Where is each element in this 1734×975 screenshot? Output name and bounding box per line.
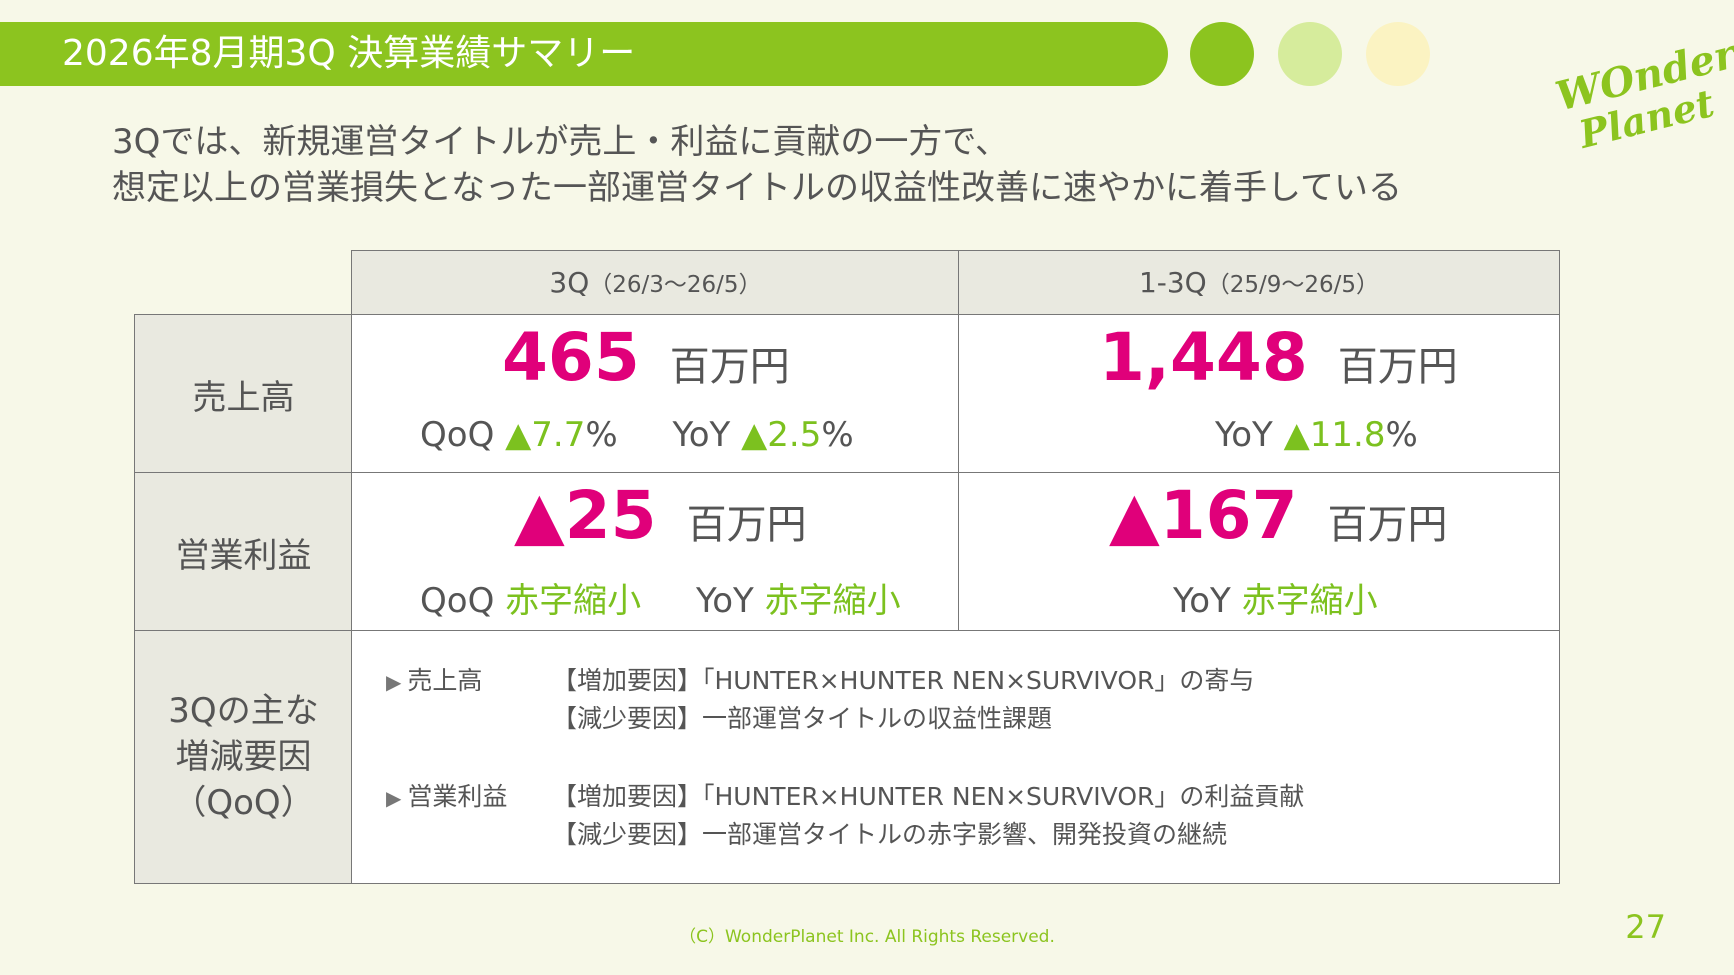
copyright: （C）WonderPlanet Inc. All Rights Reserved… xyxy=(679,927,1055,947)
op-3q-qoq-value: 赤字縮小 xyxy=(505,581,642,621)
factor-sales-decrease: 【減少要因】一部運営タイトルの収益性課題 xyxy=(552,704,1053,733)
lead-line-2: 想定以上の営業損失となった一部運営タイトルの収益性改善に速やかに着手している xyxy=(112,168,1402,208)
op-1-3q-change: YoY 赤字縮小 xyxy=(1173,573,1378,622)
sales-3q-qoq-label: QoQ xyxy=(420,415,495,455)
decor-dot-green xyxy=(1190,22,1254,86)
sales-3q-yoy-pct: % xyxy=(821,415,854,455)
factor-op-decrease: 【減少要因】一部運営タイトルの赤字影響、開発投資の継続 xyxy=(552,820,1228,849)
op-3q-unit: 百万円 xyxy=(686,502,807,548)
sales-1-3q-yoy-value: ▲11.8 xyxy=(1283,415,1386,455)
factors-label-line1: 3Qの主な xyxy=(168,691,319,731)
factor-sales-increase: 【増加要因】「HUNTER×HUNTER NEN×SURVIVOR」の寄与 xyxy=(552,666,1255,695)
sales-3q-yoy-value: ▲2.5 xyxy=(741,415,822,455)
op-3q-qoq-label: QoQ xyxy=(420,581,495,621)
factors-label-line2: 増減要因 xyxy=(175,737,312,777)
cell-sales-1-3q: 1,448 百万円 YoY ▲11.8% xyxy=(958,314,1560,474)
sales-3q-yoy-label: YoY xyxy=(672,415,731,455)
sales-3q-qoq-value: ▲7.7 xyxy=(505,415,586,455)
header-3q-period: （26/3〜26/5） xyxy=(589,272,762,298)
triangle-right-icon: ▶ xyxy=(386,786,402,810)
row-label-sales-text: 売上高 xyxy=(192,377,295,418)
op-1-3q-value: ▲167 xyxy=(1109,477,1298,554)
header-1-3q-main: 1-3Q xyxy=(1138,266,1207,299)
op-3q-yoy-value: 赤字縮小 xyxy=(764,581,901,621)
header-1-3q: 1-3Q（25/9〜26/5） xyxy=(958,250,1560,316)
lead-line-1: 3Qでは、新規運営タイトルが売上・利益に貢献の一方で、 xyxy=(112,122,1010,162)
op-3q-figure: ▲25 百万円 xyxy=(514,477,807,554)
op-3q-yoy-label: YoY xyxy=(695,581,754,621)
sales-1-3q-value: 1,448 xyxy=(1099,319,1308,396)
factors-label-line3: （QoQ） xyxy=(172,783,315,823)
decor-dot-light-green xyxy=(1278,22,1342,86)
sales-3q-change: QoQ ▲7.7% YoY ▲2.5% xyxy=(420,415,854,455)
sales-1-3q-yoy-label: YoY xyxy=(1215,415,1273,455)
header-1-3q-period: （25/9〜26/5） xyxy=(1206,272,1380,298)
op-1-3q-figure: ▲167 百万円 xyxy=(1109,477,1448,554)
wonderplanet-logo: WOnder Planet xyxy=(1548,31,1734,157)
op-1-3q-yoy-value: 赤字縮小 xyxy=(1241,581,1378,621)
factor-sales-label: 売上高 xyxy=(407,666,483,695)
header-3q: 3Q（26/3〜26/5） xyxy=(351,250,960,316)
op-3q-change: QoQ 赤字縮小 YoY 赤字縮小 xyxy=(420,573,901,622)
sales-1-3q-yoy-pct: % xyxy=(1385,415,1418,455)
sales-1-3q-unit: 百万円 xyxy=(1337,344,1458,390)
sales-3q-value: 465 xyxy=(502,319,640,396)
decor-dot-yellow xyxy=(1366,22,1430,86)
factor-op-increase: 【増加要因】「HUNTER×HUNTER NEN×SURVIVOR」の利益貢献 xyxy=(552,782,1305,811)
slide-title: 2026年8月期3Q 決算業績サマリー xyxy=(62,33,636,74)
header-3q-main: 3Q xyxy=(549,266,590,299)
sales-3q-figure: 465 百万円 xyxy=(502,319,790,396)
factor-sales-heading: ▶ 売上高 xyxy=(386,661,482,697)
op-1-3q-yoy-label: YoY xyxy=(1173,581,1231,621)
cell-factors: ▶ 売上高 【増加要因】「HUNTER×HUNTER NEN×SURVIVOR」の… xyxy=(351,630,1560,884)
cell-sales-3q: 465 百万円 QoQ ▲7.7% YoY ▲2.5% xyxy=(351,314,960,474)
page-number: 27 xyxy=(1625,908,1666,946)
sales-3q-unit: 百万円 xyxy=(669,344,790,390)
cell-op-1-3q: ▲167 百万円 YoY 赤字縮小 xyxy=(958,472,1560,632)
factor-op-heading: ▶ 営業利益 xyxy=(386,777,507,813)
triangle-right-icon: ▶ xyxy=(386,670,402,694)
op-3q-value: ▲25 xyxy=(514,477,657,554)
title-bar: 2026年8月期3Q 決算業績サマリー xyxy=(0,22,1168,86)
sales-1-3q-change: YoY ▲11.8% xyxy=(1215,415,1418,455)
op-1-3q-unit: 百万円 xyxy=(1327,502,1448,548)
row-label-operating-profit: 営業利益 xyxy=(134,472,353,632)
row-label-factors: 3Qの主な 増減要因 （QoQ） xyxy=(134,630,353,884)
row-label-sales: 売上高 xyxy=(134,314,353,474)
factor-op-label: 営業利益 xyxy=(407,782,508,811)
sales-1-3q-figure: 1,448 百万円 xyxy=(1099,319,1458,396)
cell-op-3q: ▲25 百万円 QoQ 赤字縮小 YoY 赤字縮小 xyxy=(351,472,960,632)
sales-3q-qoq-pct: % xyxy=(585,415,618,455)
row-label-operating-profit-text: 営業利益 xyxy=(175,535,312,576)
